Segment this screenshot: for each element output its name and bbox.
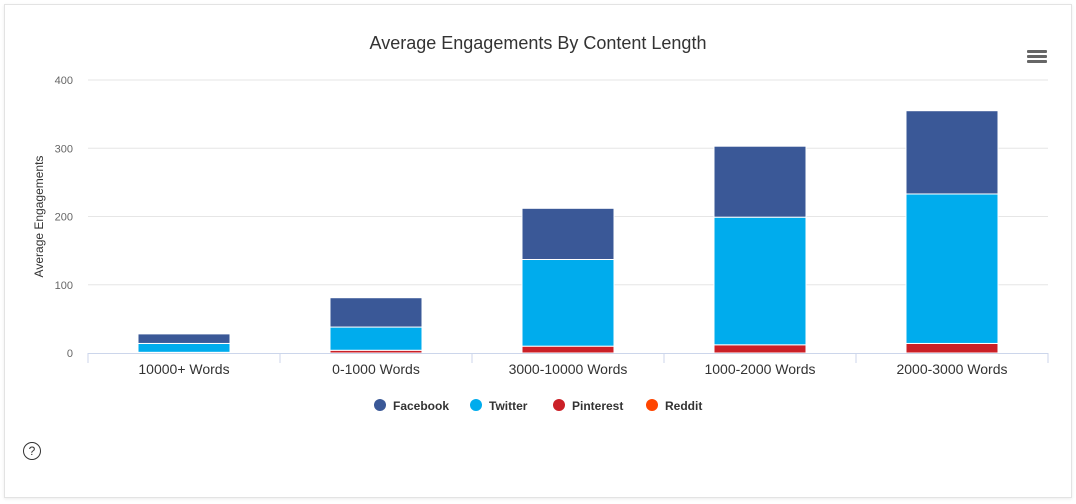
menu-bar — [1027, 50, 1047, 53]
legend-marker-twitter — [470, 399, 482, 411]
x-tick-label: 3000-10000 Words — [509, 361, 628, 377]
menu-bar — [1027, 60, 1047, 63]
help-icon[interactable]: ? — [23, 442, 41, 460]
legend-label-reddit: Reddit — [665, 399, 702, 413]
bar-twitter — [329, 326, 423, 351]
x-tick-label: 2000-3000 Words — [896, 361, 1007, 377]
y-tick-label: 200 — [55, 212, 73, 224]
bar-twitter — [521, 258, 615, 347]
y-tick-label: 400 — [55, 75, 73, 87]
y-axis-label: Average Engagements — [32, 156, 46, 278]
hamburger-menu-icon[interactable] — [1027, 50, 1047, 66]
legend-marker-facebook — [374, 399, 386, 411]
legend-label-pinterest: Pinterest — [572, 399, 623, 413]
bar-pinterest — [521, 345, 615, 354]
axes: 0 100 200 300 400 Average Engagements 10000+ W… — [32, 75, 1049, 377]
y-tick-label: 100 — [55, 280, 73, 292]
bar-facebook — [521, 207, 615, 260]
bar-pinterest — [905, 342, 999, 354]
bar-facebook — [905, 110, 999, 195]
legend-label-facebook: Facebook — [393, 399, 449, 413]
bar-twitter — [137, 342, 231, 353]
legend: Facebook Twitter Pinterest Reddit — [374, 399, 702, 413]
y-tick-label: 0 — [67, 348, 73, 360]
bar-pinterest — [713, 344, 807, 354]
legend-marker-pinterest — [553, 399, 565, 411]
x-tick-label: 0-1000 Words — [332, 361, 420, 377]
bar-facebook — [713, 145, 807, 218]
bar-twitter — [713, 216, 807, 346]
legend-label-twitter: Twitter — [489, 399, 528, 413]
x-tick-label: 1000-2000 Words — [704, 361, 815, 377]
bar-twitter — [905, 193, 999, 344]
bars — [137, 110, 999, 354]
y-tick-label: 300 — [55, 143, 73, 155]
bar-facebook — [137, 333, 231, 344]
legend-marker-reddit — [646, 399, 658, 411]
bar-facebook — [329, 297, 423, 328]
menu-bar — [1027, 55, 1047, 58]
x-tick-label: 10000+ Words — [138, 361, 229, 377]
chart-title: Average Engagements By Content Length — [369, 33, 707, 53]
